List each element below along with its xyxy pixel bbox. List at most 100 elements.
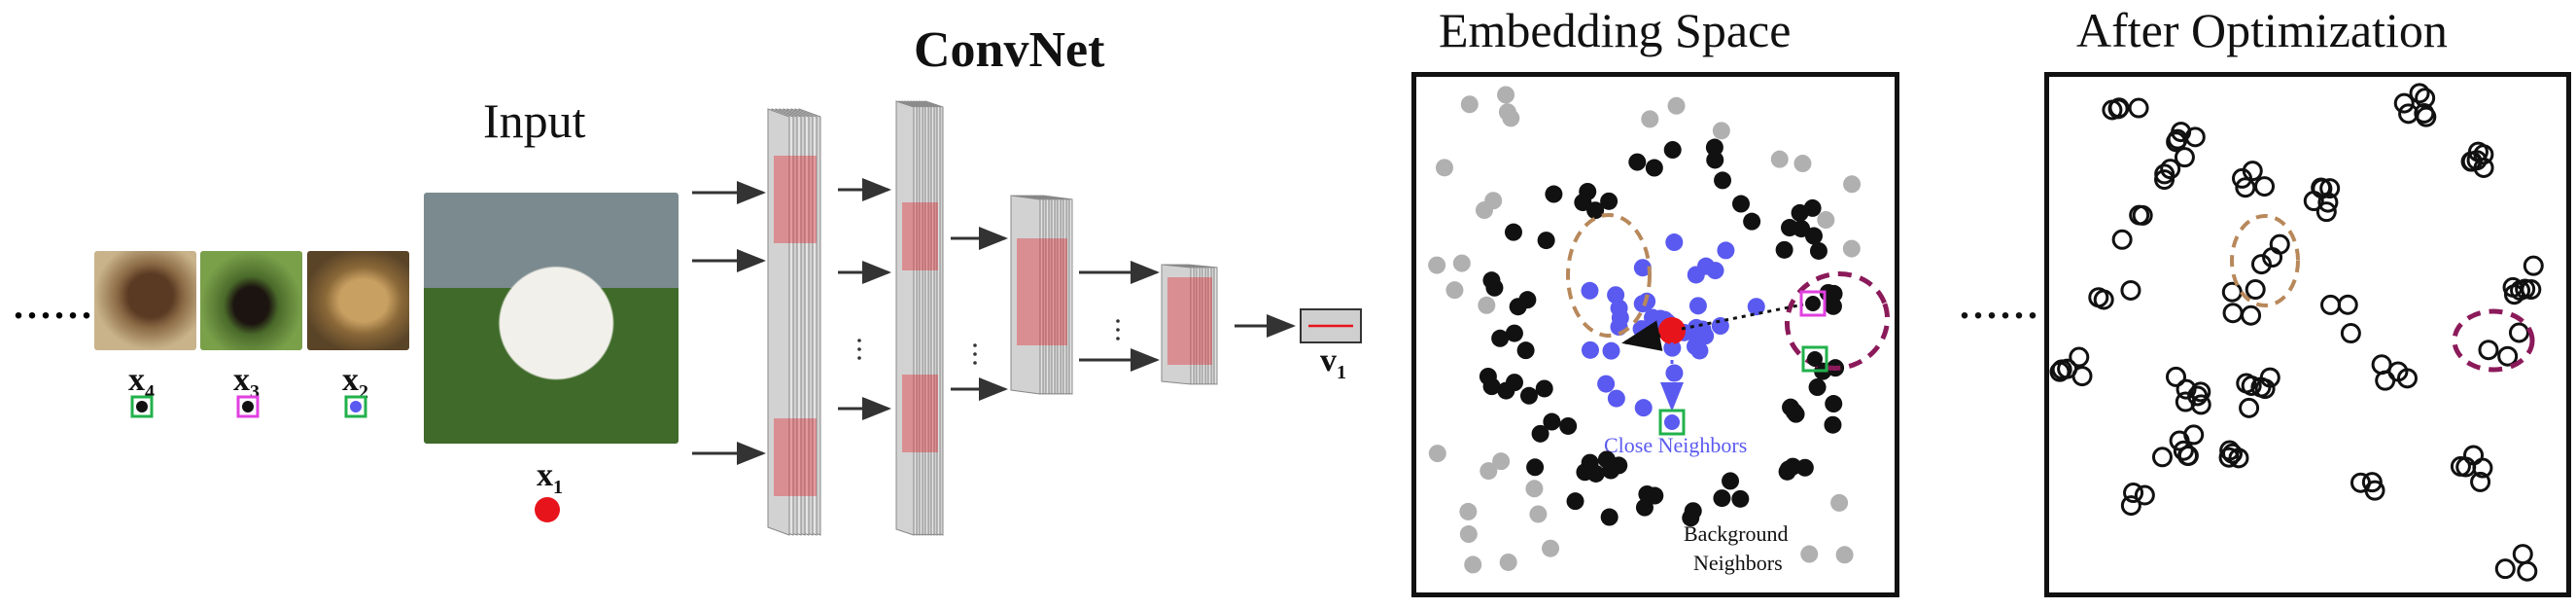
black-point [1743,212,1761,231]
black-point [1586,464,1605,483]
black-point [1731,195,1750,213]
x2-point-in-embedding [1664,414,1680,430]
gray-point [1525,480,1544,498]
gray-point [1459,502,1478,520]
open-circle-point [2151,447,2173,468]
gray-point [1460,95,1479,114]
blue-point [1687,266,1705,284]
black-point [1714,171,1732,190]
layer-ellipsis-dot [973,343,977,347]
black-point [1559,416,1578,435]
x4-marker-box [130,395,154,418]
black-point [1505,324,1523,342]
open-circle-point [2361,472,2383,493]
black-point [1824,415,1842,434]
gray-point [1428,256,1446,274]
label-x3: x3 [233,362,260,403]
blue-point [1665,364,1684,382]
black-point [1824,297,1842,315]
label-x4: x4 [128,362,155,403]
gray-point [1459,525,1478,544]
open-circle-point [2254,176,2276,197]
conv-activation-band [902,202,938,270]
gray-point [1817,211,1835,230]
black-point [1586,201,1605,220]
open-circle-point [2393,92,2415,114]
gray-point [1843,175,1862,194]
black-point [1706,151,1724,169]
after-optimization-title: After Optimization [2076,3,2448,57]
blue-point [1602,341,1620,360]
open-circle-point [2190,381,2211,403]
x3-box-in-embedding [1799,290,1827,317]
open-circle-point [2250,254,2272,275]
blue-point [1597,375,1616,393]
conv-layer-sheet [1161,264,1192,385]
black-point [1731,489,1750,508]
open-circle-point [2120,495,2141,517]
open-circle-point [2254,378,2276,400]
blue-point [1581,281,1599,300]
open-circle-point [2472,457,2493,479]
black-point [1531,424,1549,443]
black-point [1505,374,1523,392]
black-point [1803,198,1822,217]
open-circle-point [2128,97,2149,119]
black-point [1684,502,1702,520]
open-circle-point [2111,229,2133,250]
open-circle-point [2409,83,2430,104]
layer-ellipsis-dot [857,339,861,342]
open-circle-point [2154,169,2176,191]
gray-point [1529,505,1548,523]
left-ellipsis: ...... [14,283,95,327]
open-circle-point [2515,278,2536,300]
dog-thumbnail-x4 [94,251,196,350]
layer-ellipsis-dot [857,347,861,351]
open-circle-point [2262,247,2283,269]
open-circle-point [2259,367,2280,388]
purple-cluster-outline [1784,271,1891,371]
conv-layer-sheet [1010,195,1041,395]
black-point [1526,458,1545,477]
open-circle-point [2337,294,2358,315]
blue-point [1706,262,1724,280]
blue-point [1717,241,1735,260]
close-neighbors-label: Close Neighbors [1604,433,1748,457]
conv-activation-band [774,156,817,243]
gray-point [1641,110,1659,128]
brown-cluster-outline [1566,213,1652,338]
open-circle-point [2245,279,2266,301]
after-optimization-points [2049,83,2544,582]
open-circle-point [2174,147,2195,168]
open-circle-point [2512,544,2533,565]
open-circle-point [2235,177,2256,198]
black-point [1602,461,1620,480]
black-point [1638,484,1656,503]
gray-point [1479,462,1498,481]
open-circle-point [2371,354,2392,376]
open-circle-point [2241,304,2262,326]
x3-point-in-embedding [1805,296,1821,311]
black-point [1518,291,1537,309]
black-point [1808,378,1827,397]
gray-point [1498,103,1516,122]
gray-point [1492,452,1511,471]
blue-point [1581,340,1599,359]
label-x1: x1 [537,457,563,498]
label-x2: x2 [342,362,368,403]
open-circle-point [2415,88,2436,109]
black-point [1645,159,1663,177]
x4-box-in-embedding [1801,345,1828,373]
black-point [1825,395,1843,413]
blue-point [1665,233,1684,252]
open-circle-point [2160,159,2181,180]
layer-ellipsis-dot [857,356,861,360]
dog-thumbnail-x2 [307,251,409,350]
blue-point [1747,298,1765,316]
dog-thumbnail-x3 [200,251,302,350]
blue-point [1607,389,1625,408]
open-circle-point [2154,163,2176,185]
black-point [1600,508,1619,526]
gray-point [1445,281,1464,300]
